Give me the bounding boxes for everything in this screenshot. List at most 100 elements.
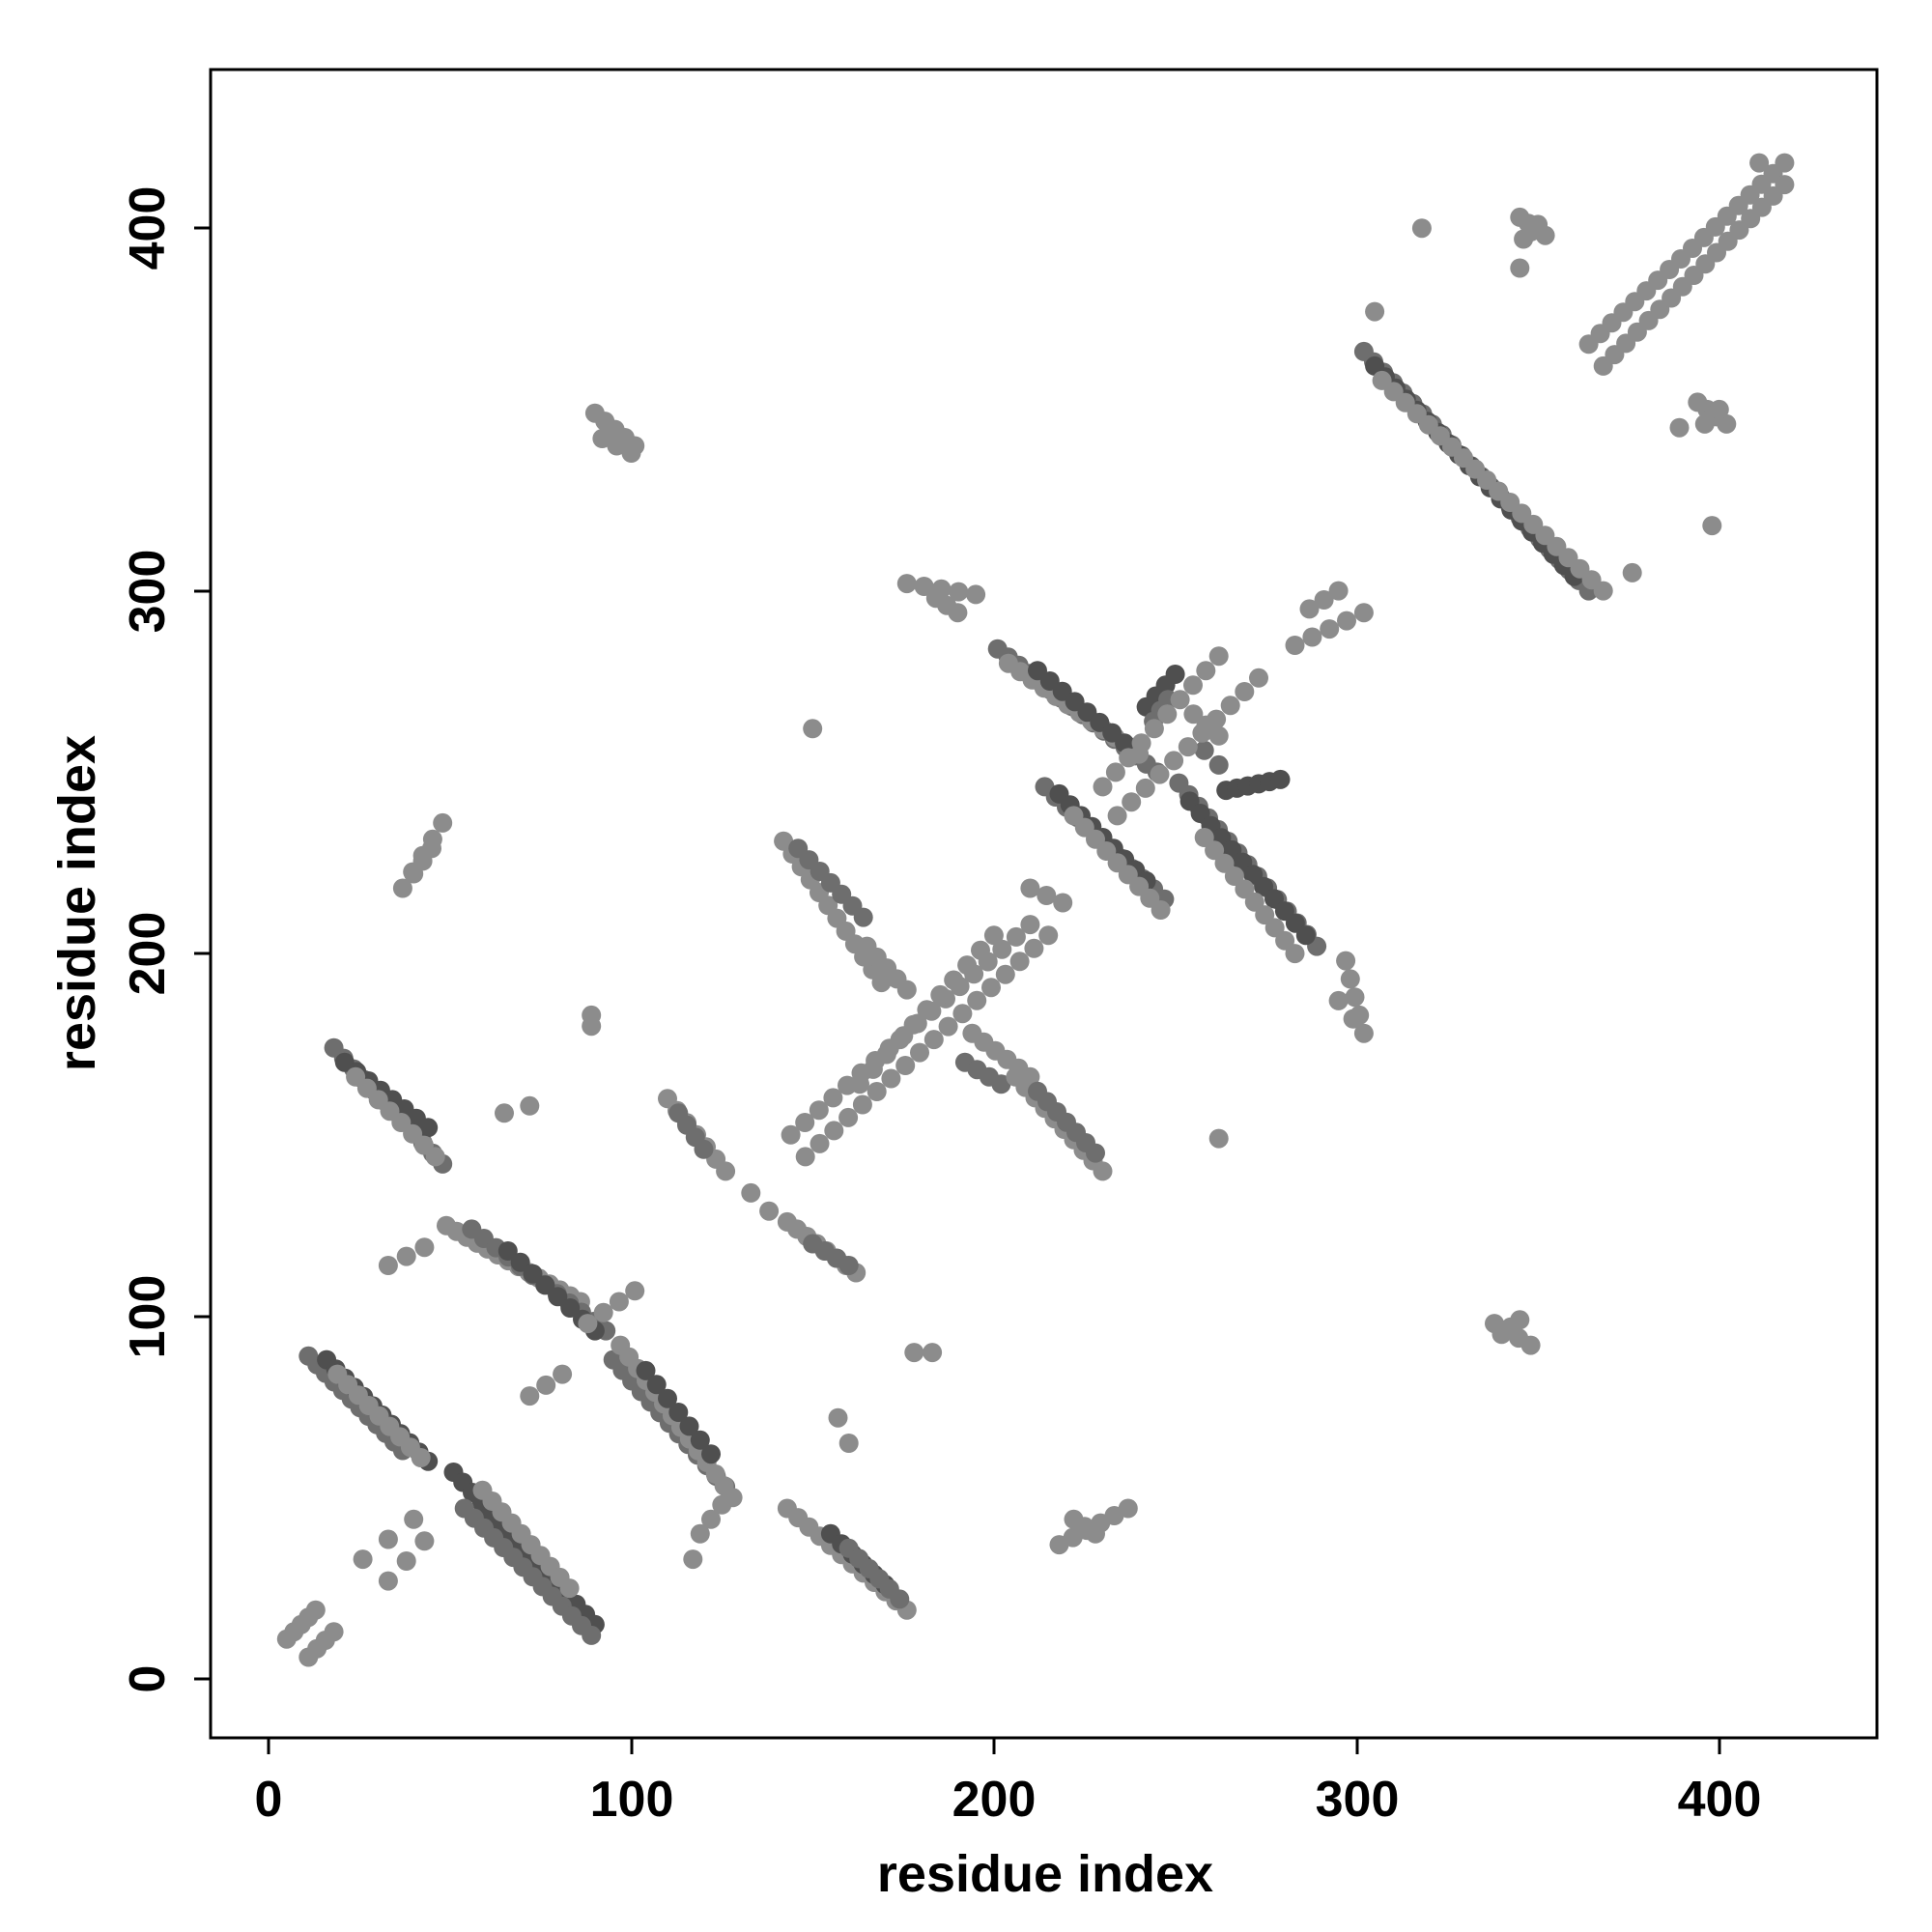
data-point: [795, 1113, 815, 1132]
data-point: [809, 1100, 829, 1121]
data-point: [1144, 719, 1164, 739]
data-point: [353, 1549, 373, 1570]
data-point: [1196, 661, 1216, 681]
data-point: [871, 973, 892, 993]
data-point: [1194, 740, 1214, 760]
data-point: [838, 1256, 859, 1275]
data-point: [646, 1375, 667, 1395]
data-point: [396, 1246, 416, 1266]
data-point: [1183, 675, 1203, 696]
data-point: [1328, 990, 1349, 1010]
data-point: [582, 1625, 602, 1645]
data-point: [1086, 1523, 1105, 1544]
data-point: [904, 1343, 924, 1363]
data-point: [1183, 704, 1204, 724]
data-point: [1165, 665, 1185, 684]
data-point: [995, 964, 1015, 984]
data-point: [690, 1430, 710, 1450]
data-point: [1249, 668, 1268, 688]
data-point: [828, 1407, 848, 1428]
data-point: [523, 1264, 543, 1284]
data-point: [910, 1042, 929, 1063]
data-point: [1220, 696, 1240, 716]
data-point: [422, 838, 441, 859]
data-point: [1135, 778, 1155, 798]
data-point: [1510, 1310, 1530, 1330]
data-point: [658, 1388, 677, 1408]
data-point: [823, 1088, 843, 1108]
data-point: [1336, 951, 1356, 971]
data-point: [404, 1509, 424, 1529]
y-axis-label: residue index: [48, 735, 106, 1071]
data-point: [896, 574, 917, 594]
data-point: [1006, 926, 1026, 947]
data-point: [520, 1095, 540, 1116]
data-point: [679, 1416, 699, 1436]
data-point: [1157, 704, 1178, 724]
data-point: [981, 978, 1001, 998]
data-point: [1093, 1161, 1113, 1181]
data-point: [966, 584, 986, 605]
data-point: [582, 1016, 602, 1037]
x-tick-label: 100: [590, 1772, 674, 1828]
data-point: [701, 1444, 721, 1464]
data-point: [803, 719, 823, 739]
data-point: [1285, 944, 1305, 964]
data-point: [1150, 764, 1170, 784]
data-point: [917, 1000, 937, 1020]
data-point: [559, 1578, 580, 1599]
data-point: [838, 1434, 859, 1453]
data-point: [795, 1147, 815, 1167]
data-point: [701, 1509, 721, 1529]
data-point: [1192, 723, 1212, 743]
data-point: [876, 1044, 896, 1065]
data-point: [1340, 969, 1360, 989]
data-point: [593, 1302, 613, 1322]
data-point: [1118, 1498, 1138, 1519]
data-point: [1131, 733, 1151, 753]
data-point: [1702, 516, 1722, 536]
data-point: [896, 980, 917, 1000]
data-point: [621, 443, 641, 463]
data-point: [690, 1523, 710, 1544]
data-point: [1302, 627, 1322, 647]
data-point: [810, 1133, 830, 1153]
data-point: [1593, 581, 1613, 601]
data-point: [1170, 690, 1190, 710]
data-point: [1528, 214, 1548, 235]
data-point: [1093, 777, 1113, 797]
data-point: [1622, 562, 1642, 582]
data-point: [683, 1549, 703, 1570]
y-tick-label: 0: [120, 1665, 176, 1693]
data-point: [378, 1571, 398, 1591]
x-tick-label: 300: [1316, 1772, 1400, 1828]
y-tick-label: 200: [120, 912, 176, 996]
x-axis-label: residue index: [877, 1845, 1213, 1903]
data-point: [1270, 769, 1291, 789]
data-point: [625, 1281, 645, 1301]
data-point: [967, 990, 987, 1010]
data-point: [1105, 762, 1125, 782]
data-point: [1164, 751, 1184, 771]
data-point: [1208, 646, 1229, 667]
data-point: [1365, 301, 1385, 322]
data-points: [276, 153, 1795, 1667]
data-point: [1037, 886, 1057, 905]
data-point: [694, 1139, 714, 1159]
data-point: [1115, 733, 1135, 753]
data-point: [495, 1103, 514, 1123]
data-point: [863, 1059, 883, 1079]
data-point: [414, 1237, 435, 1258]
data-point: [930, 984, 951, 1005]
data-point: [1208, 1128, 1229, 1149]
y-tick-label: 400: [120, 186, 176, 270]
data-point: [609, 1292, 629, 1312]
data-point: [414, 1531, 435, 1551]
data-point: [1669, 417, 1690, 438]
data-point: [914, 577, 934, 596]
data-point: [759, 1201, 780, 1221]
data-point: [1053, 893, 1073, 913]
data-point: [712, 1494, 732, 1515]
y-tick-label: 300: [120, 550, 176, 634]
